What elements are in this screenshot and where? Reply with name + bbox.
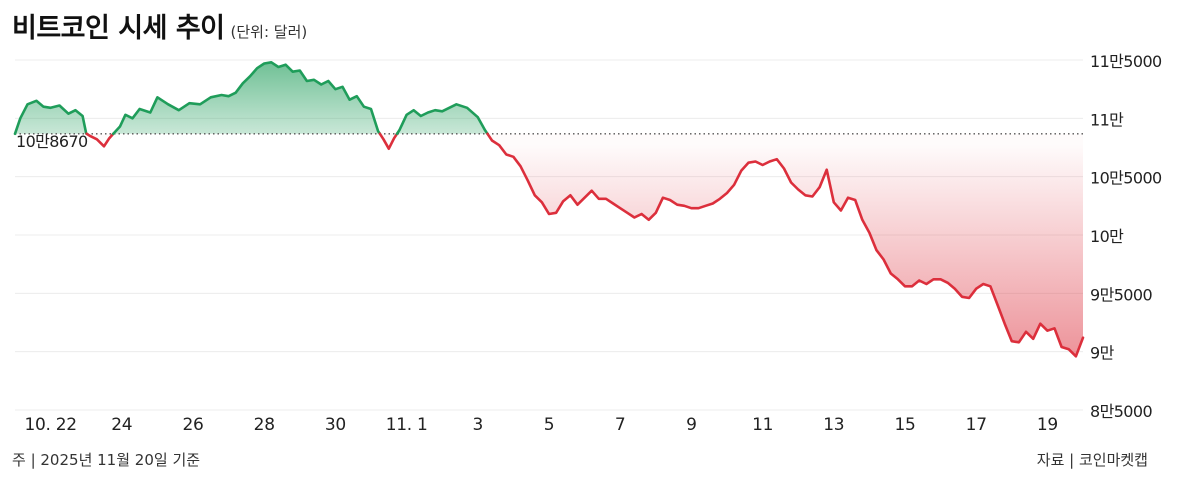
x-tick-label: 5 [544,415,555,435]
y-tick-label: 8만5000 [1090,402,1152,421]
line-segment-down [85,132,115,148]
chart-title: 비트코인 시세 추이 [12,13,225,44]
x-tick-label: 11 [752,415,773,435]
x-tick-label: 13 [823,415,844,435]
line-segment-up [112,61,382,136]
title-row: 비트코인 시세 추이 (단위: 달러) [12,6,307,45]
line-segment-up [13,99,88,136]
y-tick-label: 10만 [1090,227,1124,246]
line-segment-up [395,103,489,136]
line-segment-down [486,132,1085,358]
y-tick-label: 9만5000 [1090,285,1152,304]
area-below-baseline [379,133,397,149]
x-tick-label: 10. 22 [24,415,76,435]
area-above-baseline [113,62,380,134]
area-fills [15,62,1083,357]
area-above-baseline [397,104,488,134]
x-tick-label: 15 [894,415,915,435]
x-axis: 10. 22 24 26 28 30 11. 1 3 5 7 9 11 13 15 17 19 [24,415,1058,435]
baseline-value-label: 10만8670 [16,132,88,151]
price-line [13,61,1085,358]
x-tick-label: 17 [966,415,987,435]
x-tick-label: 11. 1 [386,415,428,435]
x-tick-label: 30 [325,415,346,435]
line-segment-down [378,132,399,150]
y-axis: 11만5000 11만 10만5000 10만 9만5000 9만 8만5000 [1090,52,1163,421]
x-tick-label: 9 [686,415,697,435]
y-tick-label: 10만5000 [1090,169,1162,188]
x-tick-label: 24 [111,415,132,435]
x-tick-label: 3 [473,415,484,435]
y-tick-label: 9만 [1090,344,1115,363]
footnote: 주 | 2025년 11월 20일 기준 [12,451,201,469]
source-note: 자료 | 코인마켓캡 [1036,451,1148,469]
unit-label: (단위: 달러) [230,23,308,41]
x-tick-label: 26 [182,415,203,435]
y-tick-label: 11만 [1090,110,1124,129]
x-tick-label: 28 [254,415,275,435]
y-tick-label: 11만5000 [1090,52,1162,71]
x-tick-label: 7 [615,415,626,435]
x-tick-label: 19 [1037,415,1058,435]
area-below-baseline [487,133,1083,357]
area-above-baseline [15,100,87,134]
